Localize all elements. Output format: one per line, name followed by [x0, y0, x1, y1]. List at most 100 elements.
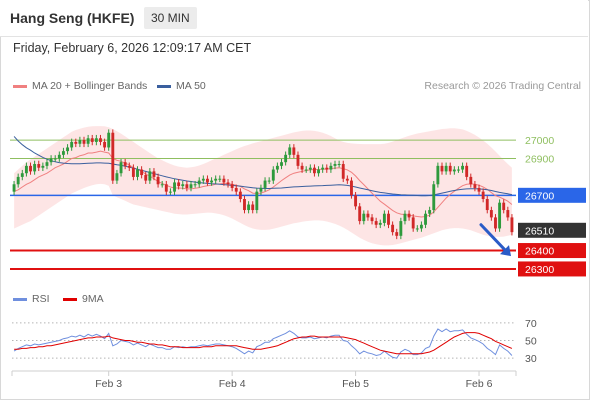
candle-body	[214, 178, 218, 181]
rsi-swatch	[13, 297, 27, 301]
candle-body	[284, 154, 288, 163]
candle-body	[57, 154, 61, 159]
candle-body	[16, 176, 20, 185]
candle-body	[411, 217, 415, 229]
candle-body	[136, 169, 139, 177]
candle-body	[173, 182, 176, 192]
candle-body	[296, 154, 300, 166]
candle-body	[99, 138, 102, 142]
candle-body	[280, 162, 283, 166]
candle-body	[251, 204, 255, 211]
candle-body	[115, 173, 119, 181]
candle-body	[415, 228, 419, 230]
candle-body	[74, 141, 78, 144]
candle-body	[473, 184, 477, 188]
x-tick-label: Feb 6	[466, 378, 493, 390]
level-label-26400: 26400	[525, 246, 554, 258]
candle-body	[440, 165, 444, 172]
x-tick-label: Feb 3	[95, 378, 122, 390]
legend-label-ma20: MA 20 + Bollinger Bands	[32, 80, 148, 92]
candle-body	[267, 180, 271, 182]
legend-item-rsi: RSI	[13, 293, 50, 305]
candle-body	[391, 224, 395, 233]
candle-body	[341, 164, 345, 179]
candle-body	[288, 147, 292, 155]
candle-body	[387, 213, 390, 225]
level-label-26510: 26510	[525, 225, 554, 237]
candle-body	[181, 184, 185, 187]
candle-body	[374, 221, 378, 225]
candle-body	[362, 213, 366, 222]
candle-body	[226, 182, 230, 185]
bias-arrow-shaft	[479, 223, 509, 254]
candle-body	[428, 210, 432, 214]
legend-item-ma50: MA 50	[157, 80, 206, 92]
legend-label-ma50: MA 50	[176, 80, 206, 92]
ma50-swatch	[157, 84, 171, 88]
candle-body	[354, 195, 358, 207]
candle-body	[325, 167, 329, 170]
candle-body	[66, 147, 69, 152]
candle-body	[444, 165, 448, 172]
candle-body	[345, 178, 349, 181]
candle-body	[494, 217, 497, 229]
candle-body	[452, 169, 456, 172]
candle-body	[370, 217, 374, 222]
level-label-26300: 26300	[525, 264, 554, 276]
candle-body	[502, 202, 506, 211]
candle-body	[206, 178, 209, 183]
candle-body	[107, 132, 111, 148]
candle-body	[485, 199, 489, 211]
candle-body	[197, 180, 201, 185]
candle-body	[123, 162, 127, 166]
candle-body	[419, 224, 423, 229]
ma20-swatch	[13, 84, 27, 88]
candle-body	[152, 171, 156, 177]
candle-body	[218, 178, 222, 180]
timeframe-badge[interactable]: 30 MIN	[144, 7, 197, 29]
level-label-26700: 26700	[525, 190, 554, 202]
candle-body	[103, 141, 107, 148]
rsi-line	[13, 328, 513, 359]
candle-body	[304, 169, 308, 171]
candle-body	[424, 213, 427, 225]
candle-body	[222, 178, 226, 183]
instrument-title: Hang Seng (HKFE)	[10, 10, 135, 26]
legend-label-rsi: RSI	[32, 293, 50, 305]
candle-body	[53, 158, 57, 160]
candle-body	[86, 138, 90, 144]
candles-group	[12, 129, 514, 240]
candle-body	[350, 180, 353, 196]
candle-body	[82, 140, 86, 144]
candle-body	[243, 199, 246, 211]
candle-body	[238, 191, 242, 199]
candle-body	[111, 132, 115, 181]
candle-body	[230, 184, 234, 188]
candle-body	[432, 184, 436, 211]
candle-body	[337, 164, 341, 166]
level-label-26900: 26900	[525, 154, 554, 166]
candle-body	[263, 180, 267, 188]
candle-body	[160, 184, 164, 186]
candle-body	[448, 165, 452, 172]
candle-body	[41, 165, 45, 168]
candle-body	[308, 167, 312, 170]
candle-body	[498, 202, 502, 229]
analysis-timestamp: Friday, February 6, 2026 12:09:17 AM CET	[13, 41, 252, 55]
rsi-tick-label: 30	[525, 353, 537, 365]
candle-body	[481, 191, 485, 199]
candle-body	[395, 232, 399, 236]
chart-header: Hang Seng (HKFE) 30 MIN	[0, 0, 588, 37]
candle-body	[127, 165, 131, 168]
candle-body	[358, 206, 362, 222]
candle-body	[465, 165, 469, 177]
candle-body	[90, 138, 94, 142]
candle-body	[177, 182, 181, 187]
candle-body	[20, 173, 24, 177]
candle-body	[29, 165, 32, 172]
candle-body	[49, 158, 53, 163]
candle-body	[234, 187, 238, 192]
candle-body	[378, 222, 382, 225]
candle-body	[164, 184, 168, 192]
candle-body	[37, 164, 41, 168]
